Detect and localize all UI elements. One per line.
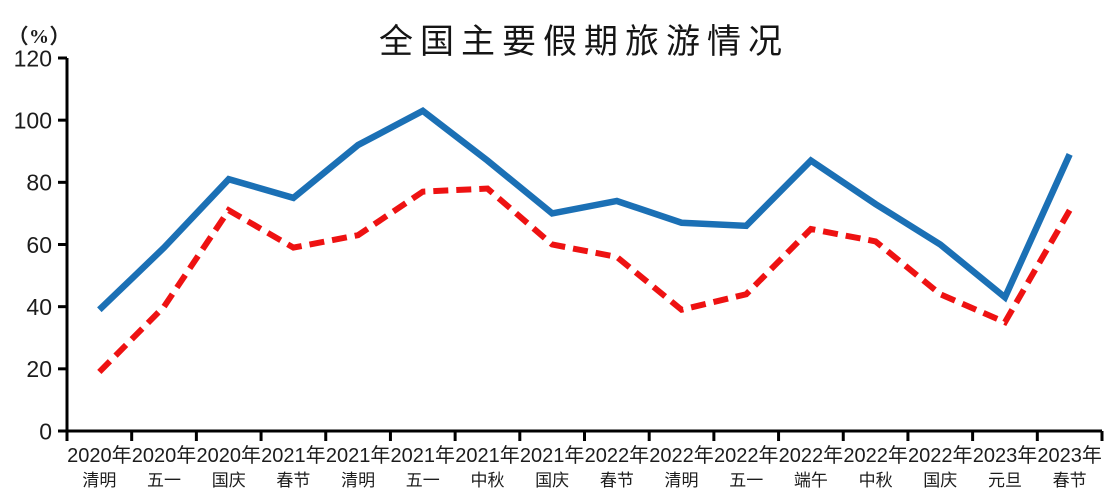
x-axis-label-year: 2021年 (261, 444, 326, 467)
x-axis-label-year: 2022年 (649, 444, 714, 467)
y-axis-tick-label: 60 (26, 232, 52, 258)
x-axis-label-year: 2021年 (391, 444, 456, 467)
x-axis-label-holiday: 清明 (82, 471, 116, 490)
x-axis-label-holiday: 中秋 (859, 471, 893, 490)
x-axis-label-holiday: 中秋 (470, 471, 504, 490)
x-axis-label-holiday: 春节 (276, 471, 310, 490)
x-axis-label-year: 2020年 (196, 444, 261, 467)
x-axis-label-year: 2023年 (973, 444, 1038, 467)
x-axis-label-holiday: 元旦 (988, 471, 1022, 490)
x-axis-label-year: 2022年 (714, 444, 779, 467)
x-axis-label-year: 2023年 (1037, 444, 1102, 467)
x-axis-label-year: 2020年 (132, 444, 197, 467)
x-axis-label-year: 2022年 (779, 444, 844, 467)
x-axis-label-holiday: 五一 (729, 471, 763, 490)
x-axis-label-holiday: 国庆 (535, 471, 569, 490)
x-axis-label-year: 2022年 (585, 444, 650, 467)
series-dashed-red-line (97, 185, 1073, 375)
chart-title: 全国主要假期旅游情况 (379, 24, 789, 61)
x-axis-label-holiday: 端午 (794, 471, 828, 490)
y-axis-tick-label: 20 (26, 356, 52, 382)
y-axis-tick-label: 100 (14, 107, 52, 133)
y-axis-tick-label: 120 (14, 45, 52, 71)
y-axis-tick-label: 40 (26, 294, 52, 320)
y-axis-tick-label: 0 (39, 418, 52, 444)
x-axis-label-year: 2021年 (520, 444, 585, 467)
x-axis-label-year: 2022年 (908, 444, 973, 467)
x-axis-label-year: 2021年 (326, 444, 391, 467)
x-axis-label-holiday: 国庆 (923, 471, 957, 490)
y-axis-unit-label: （%） (8, 26, 71, 48)
x-axis-label-holiday: 清明 (341, 471, 375, 490)
series-solid-blue-line (97, 106, 1073, 313)
y-axis-tick-label: 80 (26, 170, 52, 196)
x-axis-label-year: 2021年 (455, 444, 520, 467)
x-axis-label-holiday: 五一 (147, 471, 181, 490)
x-axis-label-holiday: 国庆 (212, 471, 246, 490)
x-axis-label-holiday: 五一 (406, 471, 440, 490)
x-axis-label-year: 2022年 (843, 444, 908, 467)
axis-lines (65, 58, 1102, 433)
x-axis-label-holiday: 春节 (600, 471, 634, 490)
x-axis-label-holiday: 清明 (665, 471, 699, 490)
x-axis-label-year: 2020年 (67, 444, 132, 467)
x-axis-label-holiday: 春节 (1053, 471, 1087, 490)
